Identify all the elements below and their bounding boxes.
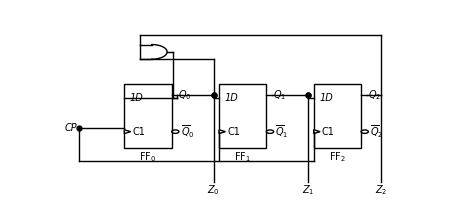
Text: FF$_1$: FF$_1$ (234, 150, 251, 164)
Bar (124, 84, 172, 148)
Text: 1D: 1D (319, 93, 333, 103)
Text: C1: C1 (322, 127, 335, 137)
Text: 1D: 1D (130, 93, 143, 103)
Text: $Q_0$: $Q_0$ (178, 88, 192, 102)
Text: $Z_1$: $Z_1$ (302, 183, 314, 197)
Text: $Q_2$: $Q_2$ (368, 88, 381, 102)
Text: $\overline{Q}_1$: $\overline{Q}_1$ (275, 124, 289, 140)
Text: C1: C1 (227, 127, 240, 137)
Polygon shape (219, 130, 226, 134)
Text: C1: C1 (133, 127, 145, 137)
Text: CP: CP (64, 123, 77, 133)
Text: $Q_1$: $Q_1$ (273, 88, 286, 102)
Bar (219, 84, 266, 148)
Text: 1D: 1D (225, 93, 238, 103)
Text: FF$_0$: FF$_0$ (140, 150, 157, 164)
Text: $\overline{Q}_2$: $\overline{Q}_2$ (370, 124, 384, 140)
Text: FF$_2$: FF$_2$ (329, 150, 346, 164)
Text: $Z_2$: $Z_2$ (375, 183, 387, 197)
Polygon shape (124, 130, 131, 134)
Polygon shape (314, 130, 320, 134)
Bar (314, 84, 361, 148)
Text: $\overline{Q}_0$: $\overline{Q}_0$ (181, 124, 195, 140)
Text: $Z_0$: $Z_0$ (207, 183, 220, 197)
